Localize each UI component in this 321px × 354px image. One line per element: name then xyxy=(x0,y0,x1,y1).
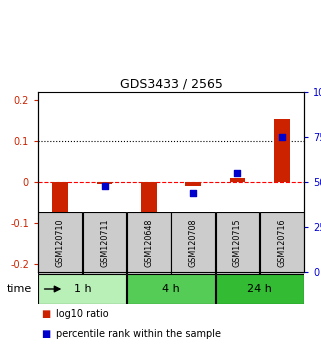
Text: GSM120715: GSM120715 xyxy=(233,219,242,267)
Point xyxy=(146,229,152,235)
Text: ■: ■ xyxy=(41,309,50,319)
Bar xyxy=(171,212,215,274)
Text: GSM120708: GSM120708 xyxy=(189,219,198,267)
Bar xyxy=(97,182,112,184)
Bar xyxy=(127,212,170,274)
Bar xyxy=(186,182,201,186)
Bar xyxy=(260,212,304,274)
Text: 4 h: 4 h xyxy=(162,284,180,294)
Point xyxy=(191,190,196,196)
Text: 1 h: 1 h xyxy=(74,284,91,294)
Point xyxy=(279,134,284,140)
Text: 24 h: 24 h xyxy=(247,284,272,294)
Text: time: time xyxy=(6,284,32,294)
Bar xyxy=(216,274,304,304)
Point xyxy=(102,183,107,188)
Text: GSM120716: GSM120716 xyxy=(277,219,286,267)
Bar xyxy=(39,212,82,274)
Title: GDS3433 / 2565: GDS3433 / 2565 xyxy=(119,78,222,91)
Bar xyxy=(127,274,215,304)
Text: log10 ratio: log10 ratio xyxy=(56,309,108,319)
Bar xyxy=(52,182,68,270)
Text: GSM120710: GSM120710 xyxy=(56,219,65,267)
Bar xyxy=(230,178,245,182)
Bar xyxy=(274,119,290,182)
Text: GSM120648: GSM120648 xyxy=(144,219,153,267)
Bar xyxy=(216,212,259,274)
Bar xyxy=(39,274,126,304)
Bar xyxy=(83,212,126,274)
Text: ■: ■ xyxy=(41,329,50,339)
Point xyxy=(235,170,240,176)
Text: percentile rank within the sample: percentile rank within the sample xyxy=(56,329,221,339)
Text: GSM120711: GSM120711 xyxy=(100,219,109,267)
Bar xyxy=(141,182,157,235)
Point xyxy=(57,264,63,269)
